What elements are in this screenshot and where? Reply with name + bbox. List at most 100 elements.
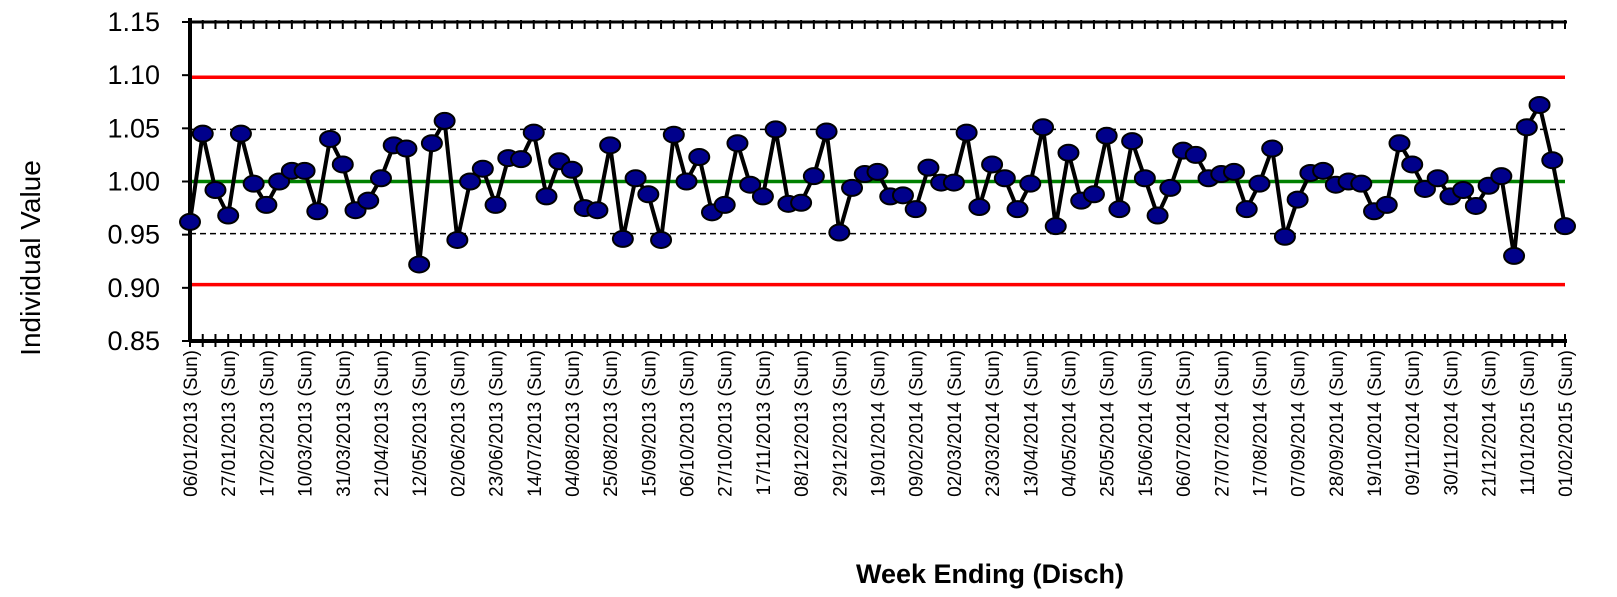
data-point <box>510 150 533 169</box>
x-tick-label: 27/01/2013 (Sun) <box>219 350 240 497</box>
x-tick-label: 09/11/2014 (Sun) <box>1403 350 1424 495</box>
data-point <box>395 139 418 158</box>
data-point <box>1426 169 1449 188</box>
data-point <box>1261 139 1284 158</box>
x-tick-label: 02/03/2014 (Sun) <box>945 350 966 497</box>
data-point <box>1032 118 1055 137</box>
x-tick-label: 25/05/2014 (Sun) <box>1098 350 1119 497</box>
data-point <box>357 191 380 210</box>
data-point <box>751 187 774 206</box>
data-point <box>1452 181 1475 200</box>
y-axis-title: Individual Value <box>15 160 46 356</box>
data-point <box>802 167 825 186</box>
data-point <box>624 169 647 188</box>
x-tick-label: 17/02/2013 (Sun) <box>257 350 278 497</box>
x-tick-label: 04/08/2013 (Sun) <box>563 350 584 497</box>
y-tick-label: 0.95 <box>107 220 160 250</box>
data-point <box>586 201 609 220</box>
data-point <box>420 134 443 153</box>
data-point <box>955 123 978 142</box>
data-point <box>446 230 469 249</box>
x-tick-label: 17/11/2013 (Sun) <box>754 350 775 495</box>
data-point <box>1273 227 1296 246</box>
y-tick-label: 1.00 <box>107 167 160 197</box>
data-point <box>242 174 265 193</box>
data-point <box>1515 118 1538 137</box>
data-point <box>968 198 991 217</box>
data-point <box>255 195 278 214</box>
y-tick-label: 1.05 <box>107 113 160 143</box>
y-tick-label: 1.15 <box>107 7 160 37</box>
data-point <box>535 187 558 206</box>
x-tick-label: 12/05/2013 (Sun) <box>410 350 431 497</box>
data-point <box>1121 132 1144 151</box>
data-point <box>484 195 507 214</box>
x-tick-label: 23/03/2014 (Sun) <box>983 350 1004 497</box>
data-point <box>471 159 494 178</box>
data-point <box>942 173 965 192</box>
axes <box>182 18 1567 347</box>
x-tick-label: 09/02/2014 (Sun) <box>907 350 928 497</box>
data-point <box>1019 174 1042 193</box>
data-point <box>1095 126 1118 145</box>
data-point <box>904 200 927 219</box>
data-point <box>917 158 940 177</box>
data-point <box>1413 179 1436 198</box>
y-tick-label: 0.90 <box>107 273 160 303</box>
data-point <box>1388 134 1411 153</box>
data-point <box>1286 190 1309 209</box>
series-group <box>179 95 1576 274</box>
x-tick-label: 06/10/2013 (Sun) <box>678 350 699 497</box>
data-point <box>841 178 864 197</box>
data-point <box>268 172 291 191</box>
data-point <box>319 129 342 148</box>
data-point <box>1541 151 1564 170</box>
x-tick-label: 21/12/2014 (Sun) <box>1480 350 1501 497</box>
data-point <box>1503 246 1526 265</box>
data-point <box>981 155 1004 174</box>
data-point <box>815 122 838 141</box>
data-point <box>828 223 851 242</box>
x-tick-label: 08/12/2013 (Sun) <box>792 350 813 497</box>
data-point <box>726 134 749 153</box>
x-tick-label: 21/04/2013 (Sun) <box>372 350 393 497</box>
data-point <box>1044 217 1067 236</box>
x-tick-label: 11/01/2015 (Sun) <box>1518 350 1539 495</box>
data-point <box>204 181 227 200</box>
data-point <box>764 120 787 139</box>
data-point <box>522 123 545 142</box>
data-point <box>688 148 711 167</box>
x-tick-label: 23/06/2013 (Sun) <box>487 350 508 497</box>
data-point <box>993 169 1016 188</box>
x-tick-label: 06/01/2013 (Sun) <box>181 350 202 497</box>
data-point <box>369 169 392 188</box>
data-point <box>331 155 354 174</box>
data-point <box>713 195 736 214</box>
x-tick-label: 30/11/2014 (Sun) <box>1441 350 1462 495</box>
data-point <box>866 162 889 181</box>
x-tick-label: 19/10/2014 (Sun) <box>1365 350 1386 497</box>
data-point <box>1312 161 1335 180</box>
data-point <box>306 202 329 221</box>
data-point <box>1146 206 1169 225</box>
data-point <box>662 125 685 144</box>
data-point <box>1554 217 1576 236</box>
data-point <box>1350 174 1373 193</box>
data-point <box>599 136 622 155</box>
data-point <box>1108 200 1131 219</box>
data-point <box>1248 174 1271 193</box>
x-tick-label: 17/08/2014 (Sun) <box>1250 350 1271 497</box>
data-point <box>637 185 660 204</box>
data-point <box>293 161 316 180</box>
x-axis-title: Week Ending (Disch) <box>856 559 1124 589</box>
data-point <box>611 229 634 248</box>
x-tick-label: 31/03/2013 (Sun) <box>334 350 355 497</box>
data-point <box>790 193 813 212</box>
data-point <box>1082 185 1105 204</box>
data-point <box>229 124 252 143</box>
data-point <box>433 111 456 130</box>
x-tick-label: 29/12/2013 (Sun) <box>830 350 851 497</box>
data-point <box>560 160 583 179</box>
